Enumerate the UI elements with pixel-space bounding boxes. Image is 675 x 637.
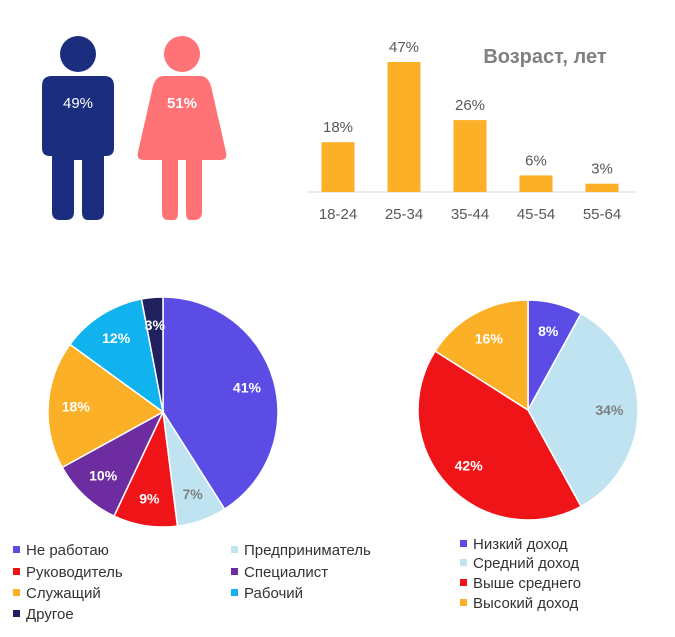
age-bar — [321, 142, 355, 192]
legend-item-vyshe-srednego: Выше среднего — [460, 575, 581, 592]
legend-item-predprinimatel: Предприниматель — [231, 542, 371, 559]
legend-item-vysokiy-dohod: Высокий доход — [460, 595, 578, 612]
legend-label: Предприниматель — [244, 542, 371, 559]
legend-item-specialist: Специалист — [231, 564, 328, 581]
age-category-label: 55-64 — [583, 206, 621, 223]
legend-item-ne-rabotayu: Не работаю — [13, 542, 109, 559]
female-figure-icon: 51% — [137, 36, 227, 220]
age-bar-value-label: 3% — [591, 161, 613, 178]
legend-swatch — [13, 589, 20, 596]
age-category-label: 35-44 — [451, 206, 489, 223]
pie-slice — [47, 343, 165, 469]
age-bar-value-label: 18% — [323, 119, 353, 136]
age-chart-title: Возраст, лет — [483, 46, 607, 68]
male-percent-label: 49% — [63, 95, 93, 112]
male-figure-icon: 49% — [42, 36, 114, 220]
age-category-label: 25-34 — [385, 206, 423, 223]
legend-item-sluzhashchiy: Служащий — [13, 585, 101, 602]
pie-slice — [68, 298, 165, 414]
legend-item-drugoe: Другое — [13, 606, 74, 623]
pie-slice — [434, 299, 529, 412]
legend-swatch — [460, 579, 467, 586]
legend-label: Специалист — [244, 564, 329, 581]
legend-swatch — [13, 546, 20, 553]
legend-label: Выше среднего — [473, 575, 582, 592]
legend-swatch — [460, 540, 467, 547]
age-bar-chart: Возраст, лет 18% 18-24 47% 25-34 26% 35-44 6% 4… — [307, 39, 636, 223]
legend-label: Высокий доход — [473, 595, 579, 612]
legend-label: Рабочий — [244, 585, 304, 602]
female-percent-label: 51% — [167, 95, 197, 112]
pie-slice-label: 16% — [475, 331, 504, 347]
pie-slice-label: 7% — [182, 486, 203, 502]
age-bar — [585, 183, 619, 192]
pie-slice — [527, 312, 639, 508]
pie-slice-label: 3% — [145, 317, 166, 333]
pie-slice-label: 12% — [102, 330, 131, 346]
age-bar — [453, 120, 487, 192]
pie-slice-label: 34% — [595, 402, 624, 418]
legend-item-nizkiy-dohod: Низкий доход — [460, 536, 568, 553]
pie-slice-label: 10% — [89, 468, 118, 484]
legend-item-rukovoditel: Руководитель — [13, 564, 123, 581]
income-pie-chart: 8% 34% 42% 16% — [417, 299, 639, 521]
age-bar — [519, 175, 553, 192]
legend-label: Другое — [26, 606, 74, 623]
age-bar-value-label: 6% — [525, 152, 547, 169]
age-bar — [387, 62, 421, 192]
legend-swatch — [231, 568, 238, 575]
pie-slice-label: 8% — [538, 323, 559, 339]
legend-label: Руководитель — [26, 564, 123, 581]
occupation-pie-chart: 41% 7% 9% 10% 18% 12% 3% — [47, 296, 279, 528]
age-category-label: 45-54 — [517, 206, 555, 223]
pie-slice — [417, 350, 583, 521]
pie-slice — [140, 296, 164, 413]
legend-swatch — [460, 559, 467, 566]
pie-slice — [61, 410, 165, 518]
legend-label: Средний доход — [473, 555, 580, 572]
pie-slice-label: 9% — [139, 490, 160, 506]
pie-slice-label: 42% — [455, 458, 484, 474]
age-bar-value-label: 26% — [455, 97, 485, 114]
legend-swatch — [13, 568, 20, 575]
legend-swatch — [460, 599, 467, 606]
legend-swatch — [13, 610, 20, 617]
legend-label: Низкий доход — [473, 536, 568, 553]
legend-swatch — [231, 589, 238, 596]
legend-label: Не работаю — [26, 542, 109, 559]
legend-swatch — [231, 546, 238, 553]
legend-item-sredniy-dohod: Средний доход — [460, 555, 579, 572]
legend-label: Служащий — [26, 585, 101, 602]
age-bar-value-label: 47% — [389, 39, 419, 56]
legend-item-rabochiy: Рабочий — [231, 585, 303, 602]
pie-slice-label: 41% — [233, 380, 262, 396]
pie-slice-label: 18% — [62, 399, 91, 415]
age-category-label: 18-24 — [319, 206, 357, 223]
